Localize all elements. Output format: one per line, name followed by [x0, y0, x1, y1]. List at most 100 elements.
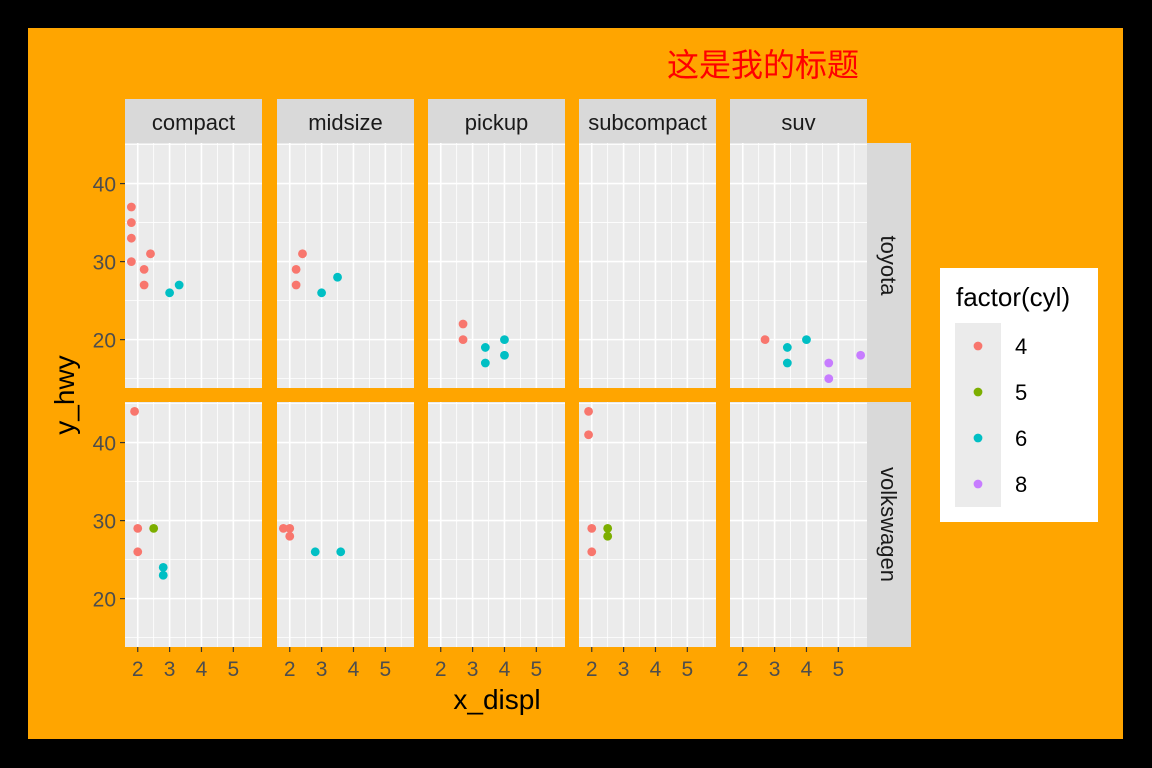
data-point-cyl-5 — [603, 531, 613, 541]
panel-toyota-subcompact — [579, 143, 716, 388]
data-point-cyl-4 — [760, 335, 770, 345]
y-tick-label: 40 — [93, 174, 116, 197]
data-point-cyl-4 — [458, 335, 468, 345]
legend-key-cyl-4 — [973, 341, 983, 351]
facet-label-subcompact: subcompact — [588, 110, 707, 135]
x-tick-label: 5 — [832, 658, 844, 681]
x-tick-label: 3 — [467, 658, 479, 681]
data-point-cyl-4 — [139, 265, 149, 274]
facet-label-suv: suv — [781, 110, 815, 135]
panel-background — [277, 402, 414, 647]
facet-strip-toyota — [867, 143, 911, 388]
panel-volkswagen-subcompact — [579, 402, 716, 647]
y-tick-label: 40 — [93, 433, 116, 456]
data-point-cyl-5 — [603, 524, 613, 533]
data-point-cyl-4 — [146, 249, 155, 259]
x-tick-label: 2 — [586, 658, 598, 681]
data-point-cyl-6 — [158, 570, 168, 580]
x-tick-label: 4 — [499, 658, 511, 681]
data-point-cyl-4 — [285, 531, 295, 541]
data-point-cyl-4 — [126, 257, 136, 266]
data-point-cyl-4 — [130, 406, 139, 416]
facet-strip-midsize — [277, 99, 414, 143]
data-point-cyl-6 — [333, 272, 342, 282]
data-point-cyl-6 — [174, 280, 184, 290]
data-point-cyl-4 — [291, 265, 301, 274]
facet-strip-compact — [125, 99, 262, 143]
y-axis-label: y_hwy — [49, 355, 80, 434]
facet-panels: compact midsize pickup subcompact suv toyota v… — [93, 99, 911, 681]
data-point-cyl-4 — [285, 524, 295, 533]
legend-label-cyl-8: 8 — [1015, 472, 1027, 497]
facet-strip-volkswagen — [867, 402, 911, 647]
x-tick-label: 3 — [769, 658, 781, 681]
panel-toyota-midsize — [277, 143, 414, 388]
data-point-cyl-4 — [587, 524, 597, 533]
data-point-cyl-6 — [782, 343, 792, 352]
data-point-cyl-6 — [310, 547, 320, 557]
data-point-cyl-6 — [480, 358, 490, 368]
x-tick-label: 3 — [618, 658, 630, 681]
x-tick-label: 2 — [284, 658, 296, 681]
panel-volkswagen-pickup — [428, 402, 565, 647]
data-point-cyl-6 — [158, 563, 168, 572]
legend-key-cyl-8 — [973, 479, 983, 489]
legend-key-cyl-5 — [973, 387, 983, 397]
legend-label-cyl-6: 6 — [1015, 426, 1027, 451]
panel-toyota-pickup — [428, 143, 565, 388]
panel-toyota-suv — [730, 143, 867, 388]
legend-label-cyl-4: 4 — [1015, 334, 1027, 359]
legend-title: factor(cyl) — [956, 282, 1070, 312]
data-point-cyl-6 — [500, 335, 509, 345]
panel-volkswagen-compact — [125, 402, 262, 647]
panel-toyota-compact — [125, 143, 262, 388]
data-point-cyl-4 — [139, 280, 149, 290]
data-point-cyl-4 — [278, 524, 288, 533]
data-point-cyl-8 — [856, 350, 866, 360]
y-tick-label: 20 — [93, 330, 116, 353]
x-tick-label: 4 — [348, 658, 360, 681]
panel-background — [730, 402, 867, 647]
legend-key-cyl-6 — [973, 433, 983, 443]
panel-background — [730, 143, 867, 388]
data-point-cyl-4 — [126, 233, 136, 243]
x-tick-label: 5 — [379, 658, 391, 681]
facet-label-compact: compact — [152, 110, 235, 135]
data-point-cyl-4 — [291, 280, 301, 290]
data-point-cyl-6 — [782, 358, 792, 368]
data-point-cyl-6 — [165, 288, 175, 298]
y-tick-label: 20 — [93, 589, 116, 612]
panel-volkswagen-midsize — [277, 402, 414, 647]
facet-strip-suv — [730, 99, 867, 143]
x-tick-label: 5 — [530, 658, 542, 681]
x-tick-label: 5 — [227, 658, 239, 681]
x-tick-label: 2 — [132, 658, 144, 681]
data-point-cyl-4 — [584, 406, 593, 416]
data-point-cyl-4 — [458, 319, 468, 329]
data-point-cyl-8 — [824, 358, 834, 368]
y-tick-label: 30 — [93, 511, 116, 534]
panel-background — [125, 402, 262, 647]
x-axis-label: x_displ — [453, 684, 540, 715]
data-point-cyl-6 — [336, 547, 346, 557]
data-point-cyl-4 — [126, 218, 136, 227]
panel-background — [579, 402, 716, 647]
facet-label-pickup: pickup — [465, 110, 529, 135]
data-point-cyl-6 — [317, 288, 327, 298]
x-tick-label: 2 — [737, 658, 749, 681]
data-point-cyl-4 — [133, 547, 143, 557]
data-point-cyl-6 — [802, 335, 811, 345]
data-point-cyl-4 — [126, 202, 136, 212]
facet-label-toyota: toyota — [876, 236, 901, 297]
x-tick-label: 5 — [681, 658, 693, 681]
facet-strip-pickup — [428, 99, 565, 143]
panel-background — [428, 402, 565, 647]
data-point-cyl-6 — [500, 350, 509, 360]
chart-title: 这是我的标题 — [667, 46, 859, 84]
panel-background — [428, 143, 565, 388]
data-point-cyl-4 — [587, 547, 597, 557]
facet-label-volkswagen: volkswagen — [876, 467, 901, 582]
data-point-cyl-8 — [824, 374, 834, 384]
facet-strip-subcompact — [579, 99, 716, 143]
